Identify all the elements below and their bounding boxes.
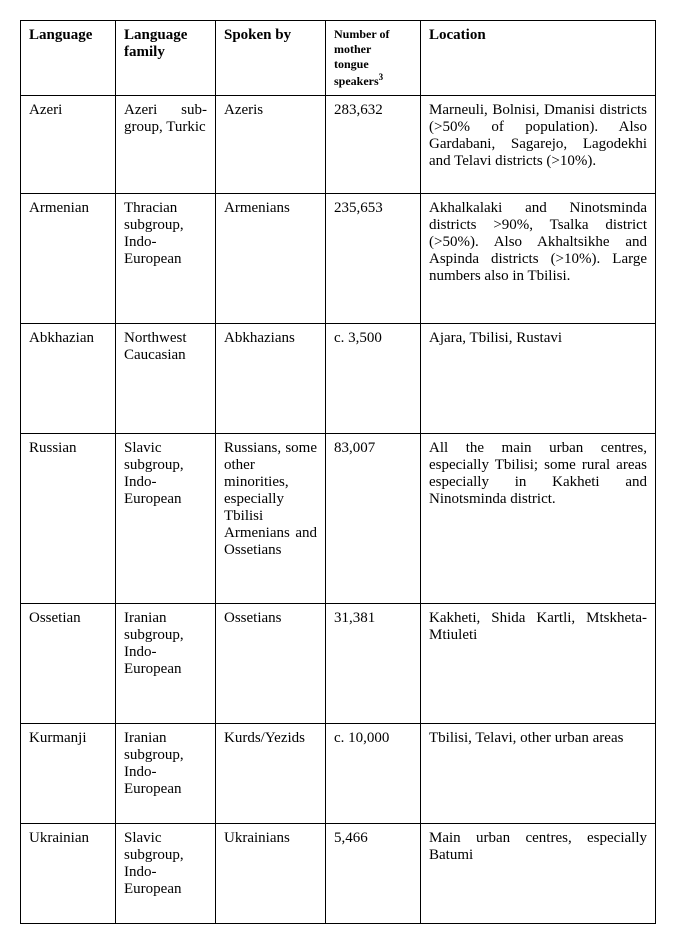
col-header-num-speakers: Number of mother tongue speakers3	[326, 21, 421, 96]
col-header-family: Language family	[116, 21, 216, 96]
col-header-language: Language	[21, 21, 116, 96]
cell-language: Kurmanji	[21, 724, 116, 824]
table-row: Azeri Azeri sub-group, Turkic Azeris 283…	[21, 96, 656, 194]
num-speakers-l4: speakers	[334, 74, 379, 88]
cell-family: Northwest Caucasian	[116, 324, 216, 434]
cell-num: c. 3,500	[326, 324, 421, 434]
cell-language: Azeri	[21, 96, 116, 194]
num-speakers-l3: tongue	[334, 57, 369, 71]
table-header-row: Language Language family Spoken by Numbe…	[21, 21, 656, 96]
num-speakers-l2: mother	[334, 42, 371, 56]
cell-spoken-by: Ukrainians	[216, 824, 326, 924]
cell-language: Russian	[21, 434, 116, 604]
cell-language: Ukrainian	[21, 824, 116, 924]
cell-spoken-by: Ossetians	[216, 604, 326, 724]
cell-num: 235,653	[326, 194, 421, 324]
col-header-location: Location	[421, 21, 656, 96]
cell-num: 283,632	[326, 96, 421, 194]
table-row: Kurmanji Iranian subgroup, Indo-European…	[21, 724, 656, 824]
cell-spoken-by: Azeris	[216, 96, 326, 194]
cell-language: Ossetian	[21, 604, 116, 724]
cell-num: 5,466	[326, 824, 421, 924]
cell-family: Slavic subgroup, Indo-European	[116, 434, 216, 604]
num-speakers-sup: 3	[379, 72, 384, 82]
cell-family: Azeri sub-group, Turkic	[116, 96, 216, 194]
cell-location: All the main urban centres, especially T…	[421, 434, 656, 604]
cell-spoken-by: Abkhazians	[216, 324, 326, 434]
cell-family: Iranian subgroup, Indo-European	[116, 604, 216, 724]
cell-num: 83,007	[326, 434, 421, 604]
table-row: Armenian Thracian subgroup, Indo-Europea…	[21, 194, 656, 324]
cell-family: Thracian subgroup, Indo-European	[116, 194, 216, 324]
col-header-spoken-by: Spoken by	[216, 21, 326, 96]
cell-spoken-by: Armenians	[216, 194, 326, 324]
cell-location: Akhalkalaki and Ninotsminda districts >9…	[421, 194, 656, 324]
cell-language: Abkhazian	[21, 324, 116, 434]
num-speakers-l1: Number of	[334, 27, 389, 41]
cell-location: Kakheti, Shida Kartli, Mtskheta-Mtiuleti	[421, 604, 656, 724]
table-body: Azeri Azeri sub-group, Turkic Azeris 283…	[21, 96, 656, 924]
cell-spoken-by: Kurds/Yezids	[216, 724, 326, 824]
cell-num: 31,381	[326, 604, 421, 724]
table-row: Ossetian Iranian subgroup, Indo-European…	[21, 604, 656, 724]
table-row: Abkhazian Northwest Caucasian Abkhazians…	[21, 324, 656, 434]
cell-location: Ajara, Tbilisi, Rustavi	[421, 324, 656, 434]
cell-family: Slavic subgroup, Indo-European	[116, 824, 216, 924]
cell-language: Armenian	[21, 194, 116, 324]
cell-spoken-by: Russians, some other minorities, especia…	[216, 434, 326, 604]
cell-location: Marneuli, Bolnisi, Dmanisi districts (>5…	[421, 96, 656, 194]
cell-location: Tbilisi, Telavi, other urban areas	[421, 724, 656, 824]
cell-location: Main urban centres, especially Batumi	[421, 824, 656, 924]
table-row: Russian Slavic subgroup, Indo-European R…	[21, 434, 656, 604]
cell-num: c. 10,000	[326, 724, 421, 824]
cell-family: Iranian subgroup, Indo-European	[116, 724, 216, 824]
table-row: Ukrainian Slavic subgroup, Indo-European…	[21, 824, 656, 924]
languages-table: Language Language family Spoken by Numbe…	[20, 20, 656, 924]
